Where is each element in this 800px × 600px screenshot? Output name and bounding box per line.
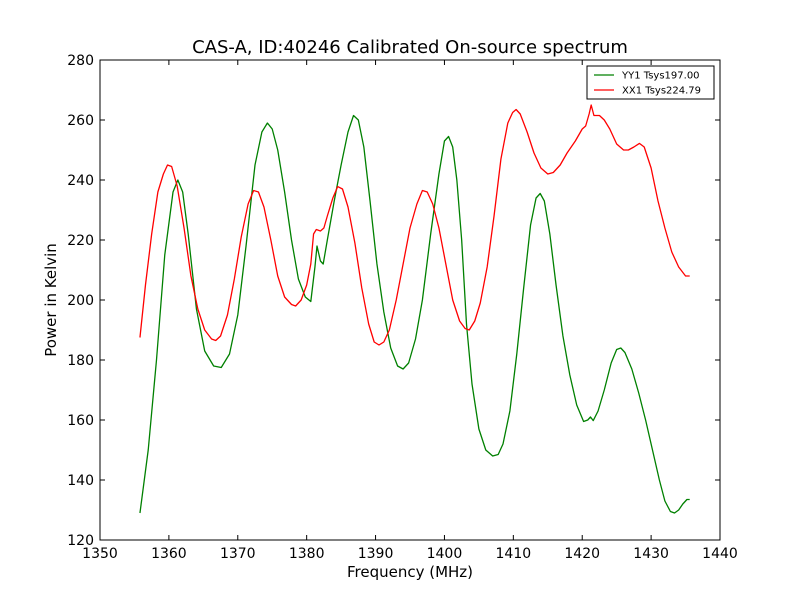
- x-tick-label: 1370: [220, 546, 256, 562]
- y-tick-label: 140: [67, 473, 94, 489]
- x-tick-label: 1400: [427, 546, 463, 562]
- x-axis-label: Frequency (MHz): [347, 563, 473, 581]
- x-tick-label: 1420: [564, 546, 600, 562]
- y-tick-label: 160: [67, 413, 94, 429]
- legend-label-1: XX1 Tsys224.79: [622, 86, 701, 97]
- x-tick-label: 1430: [633, 546, 669, 562]
- legend-label-0: YY1 Tsys197.00: [621, 71, 700, 82]
- y-tick-label: 260: [67, 113, 94, 129]
- legend: YY1 Tsys197.00 XX1 Tsys224.79: [586, 65, 715, 100]
- x-tick-label: 1410: [496, 546, 532, 562]
- x-tick-label: 1390: [358, 546, 394, 562]
- y-tick-label: 220: [67, 233, 94, 249]
- y-tick-label: 280: [67, 53, 94, 69]
- plot-area: [100, 60, 720, 540]
- y-tick-label: 200: [67, 293, 94, 309]
- series-line-0: [139, 114, 690, 514]
- legend-box: [586, 65, 715, 100]
- x-tick-label: 1360: [151, 546, 187, 562]
- x-axis: 1350 1360 1370 1380 1390 1400 1410 1420 1430 1440: [82, 60, 738, 562]
- x-tick-label: 1380: [289, 546, 325, 562]
- x-tick-label: 1440: [702, 546, 738, 562]
- y-axis: 120 140 160 180 200 220 240 260 280: [67, 53, 720, 549]
- y-tick-label: 120: [67, 533, 94, 549]
- series-layer: [139, 104, 690, 514]
- y-axis-label: Power in Kelvin: [42, 243, 60, 357]
- y-tick-label: 180: [67, 353, 94, 369]
- chart-title: CAS-A, ID:40246 Calibrated On-source spe…: [192, 37, 628, 58]
- series-line-1: [139, 104, 690, 346]
- x-tick-label: 1350: [82, 546, 118, 562]
- y-tick-label: 240: [67, 173, 94, 189]
